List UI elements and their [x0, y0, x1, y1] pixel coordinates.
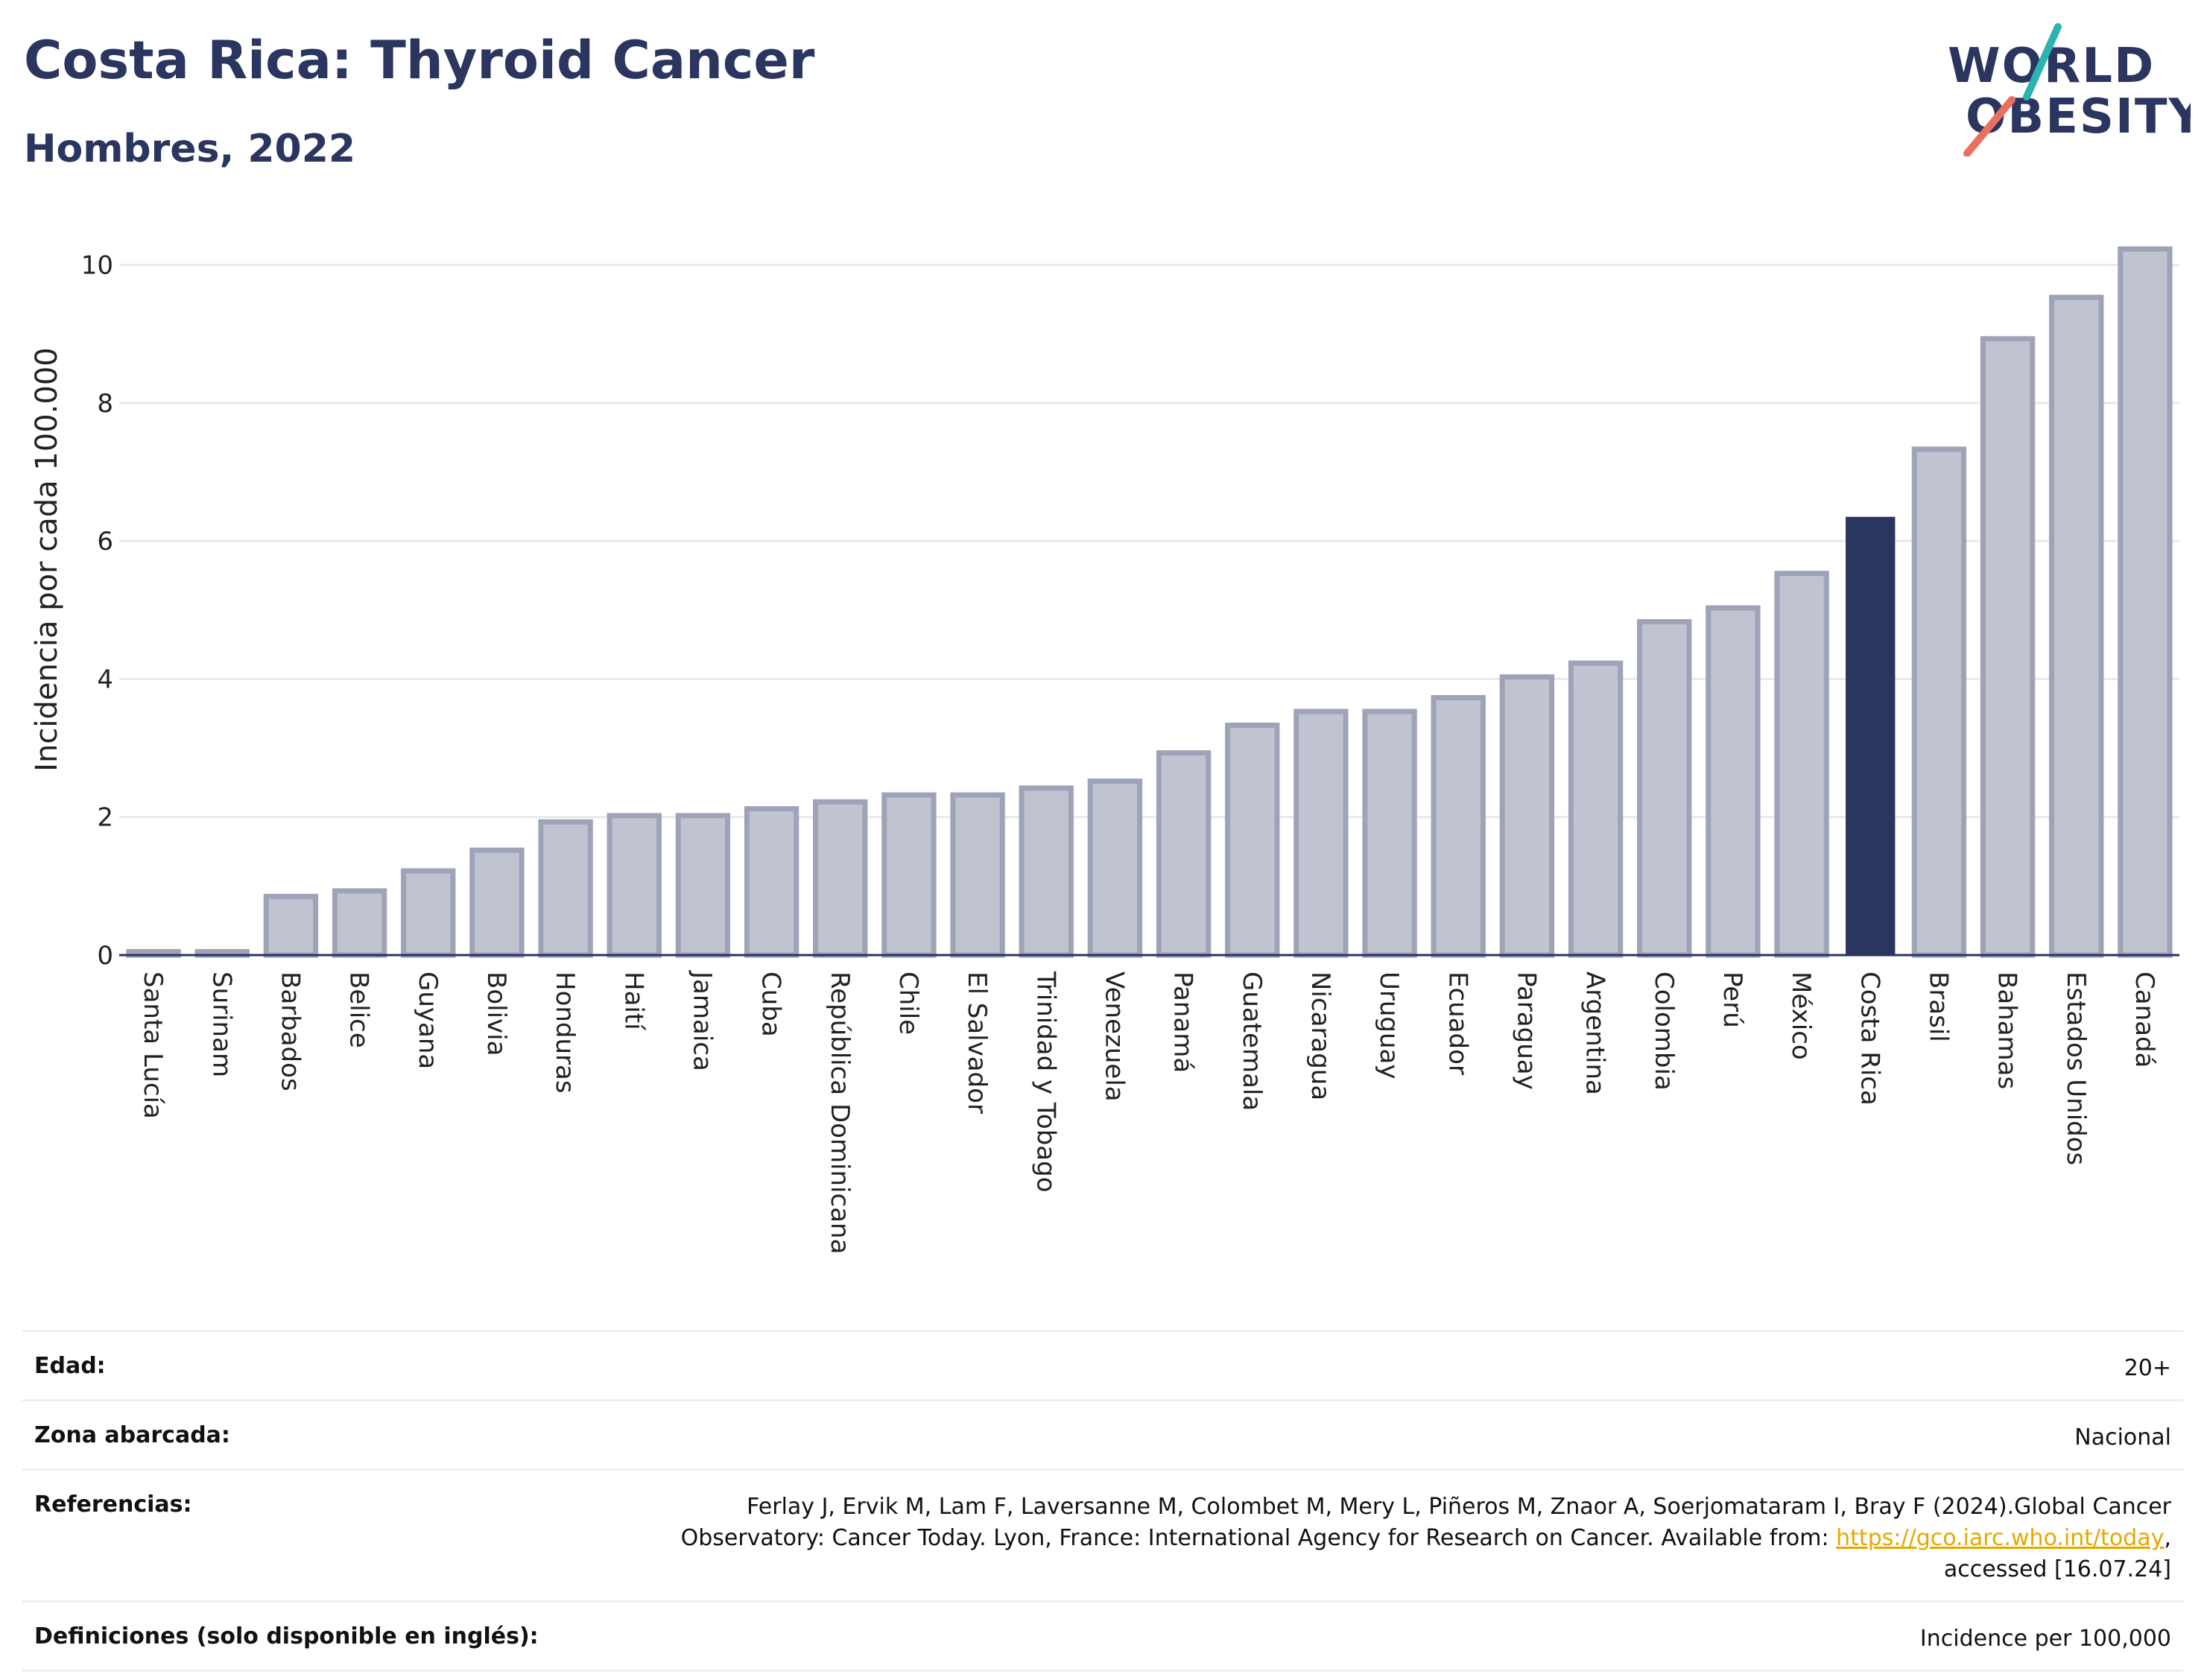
info-value-age: 20+ [2124, 1355, 2171, 1381]
y-tick-label: 2 [97, 803, 113, 833]
x-tick-label: Guyana [413, 971, 443, 1069]
chart-subtitle: Hombres, 2022 [24, 127, 356, 171]
x-tick-label: Jamaica [687, 970, 717, 1071]
info-label-definitions: Definiciones (solo disponible en inglés)… [34, 1623, 539, 1649]
info-label-area: Zona abarcada: [34, 1422, 230, 1448]
x-tick-label: Ecuador [1443, 971, 1472, 1075]
axes: Incidencia por cada 100.000 [30, 347, 2179, 957]
x-tick-label: Barbados [275, 971, 305, 1091]
x-tick-label: Santa Lucía [138, 971, 168, 1119]
logo-text-obesity: OBESITY [1966, 89, 2191, 145]
bar-canad-[interactable] [2118, 246, 2173, 958]
x-tick-label: Cuba [756, 971, 786, 1037]
logo-slash-coral [1963, 96, 2015, 156]
y-tick-label: 0 [97, 941, 113, 971]
reference-text: Ferlay J, Ervik M, Lam F, Laversanne M, … [680, 1494, 2171, 1551]
x-tick-label: Trinidad y Tobago [1030, 971, 1060, 1193]
reference-accessed: , accessed [16.07.24] [1943, 1525, 2171, 1582]
bar-hait-[interactable] [607, 813, 662, 958]
info-label-age: Edad: [34, 1353, 106, 1379]
bar-m-xico[interactable] [1774, 571, 1829, 958]
bar-panam-[interactable] [1156, 750, 1212, 958]
info-value-definitions: Incidence per 100,000 [1919, 1626, 2171, 1652]
bar-bolivia[interactable] [469, 847, 525, 958]
bar-uruguay[interactable] [1362, 709, 1417, 958]
world-obesity-logo: WORLD OBESITY [1948, 23, 2191, 156]
x-tick-label: Perú [1717, 971, 1747, 1028]
x-tick-label: Estados Unidos [2061, 971, 2091, 1165]
x-tick-label: Guatemala [1237, 971, 1267, 1111]
y-tick-label: 10 [81, 251, 113, 281]
x-tick-label: México [1786, 971, 1816, 1060]
bar-per-[interactable] [1706, 605, 1761, 958]
bar-cuba[interactable] [744, 806, 799, 958]
y-axis-label: Incidencia por cada 100.000 [30, 347, 64, 772]
bar-argentina[interactable] [1568, 660, 1624, 958]
bar-bahamas[interactable] [1980, 336, 2036, 958]
bar-paraguay[interactable] [1499, 674, 1555, 958]
info-value-references: Ferlay J, Ervik M, Lam F, Laversanne M, … [607, 1492, 2171, 1585]
x-tick-label: Surinam [206, 971, 236, 1077]
bar-ecuador[interactable] [1431, 694, 1486, 958]
info-label-references: Referencias: [34, 1492, 192, 1518]
info-row-references: Referencias: Ferlay J, Ervik M, Lam F, L… [22, 1468, 2183, 1600]
bar-guyana[interactable] [401, 868, 456, 958]
tick-labels: 0 2 4 6 8 10 Santa Lucía Surinam Barbados Belice G… [81, 251, 2159, 1255]
x-tick-label: Venezuela [1099, 971, 1129, 1102]
info-row-definitions: Definiciones (solo disponible en inglés)… [22, 1600, 2183, 1672]
bar-venezuela[interactable] [1087, 779, 1143, 958]
bar-costa-rica[interactable] [1846, 516, 1896, 955]
y-tick-label: 4 [97, 665, 113, 694]
x-tick-label: Colombia [1649, 971, 1679, 1091]
y-tick-label: 6 [97, 527, 113, 557]
bar-chile[interactable] [881, 792, 937, 958]
info-value-area: Nacional [2074, 1424, 2171, 1451]
bar-chart: Incidencia por cada 100.000 0 2 4 6 8 10 Santa… [30, 246, 2179, 1255]
y-tick-label: 8 [97, 389, 113, 419]
bar-estados-unidos[interactable] [2049, 294, 2104, 958]
info-row-age: Edad: 20+ [22, 1330, 2183, 1399]
grid-lines [119, 264, 2179, 819]
bar-guatemala[interactable] [1225, 723, 1280, 958]
x-tick-label: Bahamas [1992, 971, 2022, 1089]
x-tick-label: Canadá [2129, 971, 2159, 1068]
x-tick-label: El Salvador [962, 971, 992, 1114]
x-tick-label: Bolivia [481, 971, 511, 1056]
x-tick-label: Panamá [1168, 971, 1198, 1073]
x-tick-label: Argentina [1580, 971, 1610, 1095]
x-tick-label: Nicaragua [1305, 971, 1335, 1100]
bar-honduras[interactable] [538, 819, 593, 958]
info-row-area: Zona abarcada: Nacional [22, 1399, 2183, 1468]
x-tick-label: República Dominicana [825, 971, 855, 1254]
logo-slash-teal [2023, 23, 2062, 101]
reference-link[interactable]: https://gco.iarc.who.int/today [1836, 1525, 2165, 1551]
x-tick-label: Costa Rica [1855, 971, 1884, 1106]
x-tick-label: Haití [618, 971, 648, 1031]
bar-belice[interactable] [332, 888, 387, 958]
x-tick-label: Brasil [1923, 971, 1953, 1042]
bar-brasil[interactable] [1911, 446, 1967, 958]
bar-nicaragua[interactable] [1293, 709, 1349, 958]
chart-title: Costa Rica: Thyroid Cancer [24, 30, 815, 91]
bar-rep-blica-dominicana[interactable] [813, 799, 868, 958]
bar-trinidad-y-tobago[interactable] [1019, 785, 1074, 958]
bar-barbados[interactable] [263, 893, 319, 958]
x-tick-label: Belice [344, 971, 374, 1048]
x-tick-label: Chile [893, 971, 923, 1035]
bar-jamaica[interactable] [675, 813, 731, 958]
bar-colombia[interactable] [1637, 619, 1692, 958]
bar-el-salvador[interactable] [950, 792, 1005, 958]
x-tick-label: Paraguay [1511, 971, 1541, 1090]
x-tick-label: Uruguay [1374, 971, 1404, 1080]
x-tick-label: Honduras [550, 971, 580, 1094]
bars [126, 246, 2173, 958]
info-table: Edad: 20+ Zona abarcada: Nacional Refere… [22, 1330, 2183, 1672]
